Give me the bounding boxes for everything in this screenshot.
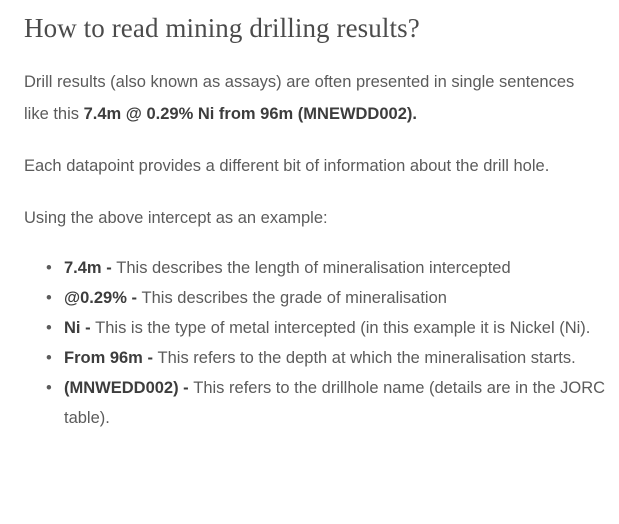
list-item-description: This describes the length of mineralisat… (116, 259, 511, 277)
list-item-description: This refers to the drillhole name (detai… (64, 379, 606, 427)
list-item-description: This refers to the depth at which the mi… (157, 349, 576, 367)
list-item-separator: - (80, 319, 96, 337)
bullet-point-icon: • (46, 289, 52, 307)
assay-example-text: 7.4m @ 0.29% Ni from 96m (MNEWDD002). (83, 105, 417, 123)
list-item-description: This is the type of metal intercepted (i… (95, 319, 591, 337)
list-item-separator: - (142, 349, 158, 367)
list-item: • 7.4m - This describes the length of min… (0, 253, 619, 283)
bullet-point-icon: • (46, 379, 52, 397)
list-item: • Ni - This is the type of metal intercep… (0, 313, 619, 343)
list-item: • (MNWEDD002) - This refers to the drillh… (0, 373, 619, 433)
paragraph-intro: Drill results (also known as assays) are… (0, 45, 619, 130)
list-item-term: (MNWEDD002) (64, 379, 179, 397)
list-item-term: @0.29% (64, 289, 127, 307)
paragraph-datapoint-note-text: Each datapoint provides a different bit … (24, 157, 550, 175)
paragraph-datapoint-note: Each datapoint provides a different bit … (0, 130, 619, 182)
intercept-breakdown-list: • 7.4m - This describes the length of min… (0, 234, 619, 433)
list-item-separator: - (101, 259, 117, 277)
paragraph-example-intro-text: Using the above intercept as an example: (24, 209, 328, 227)
list-item-description: This describes the grade of mineralisati… (141, 289, 447, 307)
article-body: How to read mining drilling results? Dri… (0, 13, 619, 433)
list-item-term: From 96m (64, 349, 143, 367)
list-item-separator: - (126, 289, 142, 307)
list-item-term: Ni (64, 319, 81, 337)
list-item: • From 96m - This refers to the depth at … (0, 343, 619, 373)
list-item-term: 7.4m (64, 259, 102, 277)
bullet-point-icon: • (46, 349, 52, 367)
list-item-separator: - (178, 379, 194, 397)
page-title: How to read mining drilling results? (24, 13, 420, 43)
paragraph-example-intro: Using the above intercept as an example: (0, 182, 619, 234)
bullet-point-icon: • (46, 319, 52, 337)
list-item: • @0.29% - This describes the grade of mi… (0, 283, 619, 313)
paragraph-intro-lead: Drill results (also known as assays) are… (24, 73, 575, 123)
bullet-point-icon: • (46, 259, 52, 277)
